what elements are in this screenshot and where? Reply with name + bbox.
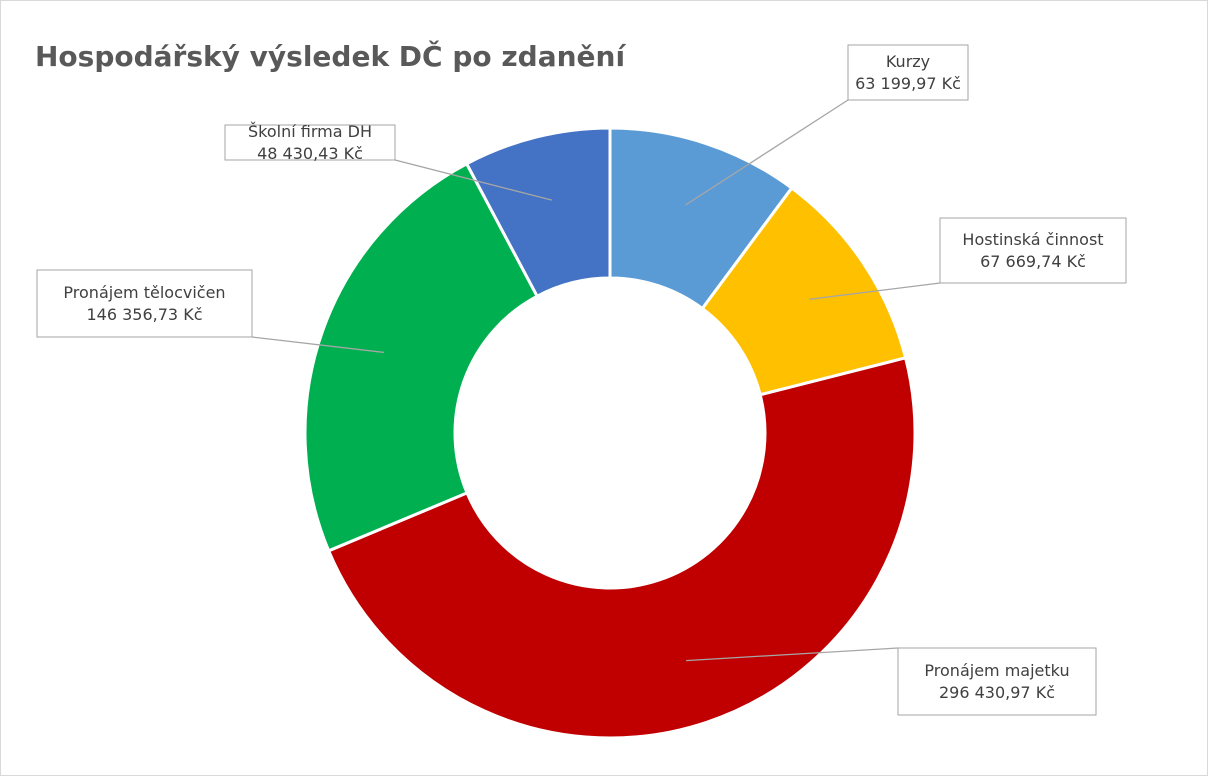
data-label-name: Pronájem majetku	[924, 661, 1069, 680]
label-box	[897, 647, 1097, 716]
data-label-name: Školní firma DH	[248, 122, 372, 141]
leader-line	[686, 647, 899, 662]
chart-title: Hospodářský výsledek DČ po zdanění	[35, 39, 626, 73]
data-label-value: 67 669,74 Kč	[980, 252, 1086, 271]
data-label-value: 63 199,97 Kč	[855, 74, 961, 93]
leader-line	[809, 282, 941, 300]
data-label-value: 48 430,43 Kč	[257, 144, 363, 163]
donut-slice	[326, 356, 917, 740]
data-label-name: Hostinská činnost	[962, 230, 1103, 249]
data-label-value: 296 430,97 Kč	[939, 683, 1055, 702]
donut-slice	[303, 161, 540, 553]
leader-line	[684, 99, 849, 206]
data-label-value: 146 356,73 Kč	[87, 305, 203, 324]
label-box	[939, 217, 1127, 284]
donut-slice	[464, 126, 612, 299]
data-label-name: Kurzy	[886, 52, 930, 71]
label-box	[224, 124, 396, 161]
leader-line	[251, 336, 385, 354]
leader-line	[394, 159, 553, 201]
label-box	[847, 44, 969, 101]
label-box	[36, 269, 253, 338]
data-label-name: Pronájem tělocvičen	[63, 283, 225, 302]
